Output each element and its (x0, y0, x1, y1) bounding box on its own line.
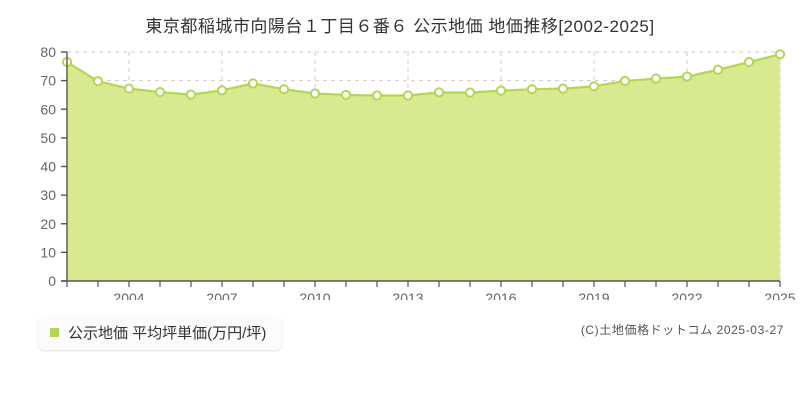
area-fill (67, 54, 780, 281)
copyright-credit: (C)土地価格ドットコム 2025-03-27 (580, 323, 784, 337)
x-tick-label: 2004 (113, 290, 144, 300)
y-tick-label: 20 (40, 216, 56, 232)
x-tick-label: 2010 (299, 290, 330, 300)
axes (61, 51, 781, 287)
y-tick-label: 80 (40, 44, 56, 60)
x-tick-label: 2025 (764, 290, 795, 300)
x-axis-tick-labels: 2004 2007 2010 2013 2016 2019 2022 2025 (113, 290, 795, 300)
y-axis-tick-labels: 0 10 20 30 40 50 60 70 80 (40, 44, 56, 289)
y-tick-label: 10 (40, 244, 56, 260)
chart-plot-area: 0 10 20 30 40 50 60 70 80 2004 2007 2010 2013 2016 20… (0, 40, 800, 300)
y-tick-label: 70 (40, 73, 56, 89)
y-tick-label: 60 (40, 101, 56, 117)
legend-label: 公示地価 平均坪単価(万円/坪) (68, 325, 267, 342)
x-tick-label: 2019 (578, 290, 609, 300)
trend-line (65, 53, 782, 97)
y-tick-label: 50 (40, 130, 56, 146)
x-tick-label: 2022 (671, 290, 702, 300)
x-tick-label: 2007 (206, 290, 237, 300)
x-tick-label: 2013 (392, 290, 423, 300)
y-tick-label: 0 (48, 273, 56, 289)
legend-swatch-icon (50, 328, 59, 337)
y-tick-label: 30 (40, 187, 56, 203)
x-tick-label: 2016 (485, 290, 516, 300)
chart-legend: 公示地価 平均坪単価(万円/坪) (38, 316, 283, 350)
y-tick-label: 40 (40, 159, 56, 175)
page-title: 東京都稲城市向陽台１丁目６番６ 公示地価 地価推移[2002-2025] (145, 17, 655, 36)
data-point-markers (61, 49, 786, 101)
